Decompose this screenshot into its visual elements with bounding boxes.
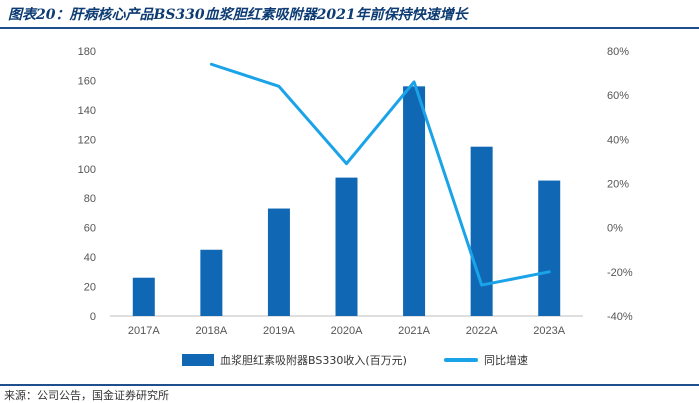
- growth-line: [209, 62, 551, 287]
- x-tick-label: 2022A: [466, 325, 498, 337]
- bar-2020A: [335, 177, 358, 316]
- y-left-tick-label: 40: [84, 252, 96, 264]
- bar-2023A: [538, 180, 561, 316]
- bar-2021A: [403, 86, 426, 316]
- bar-2017A: [132, 277, 155, 316]
- x-tick-label: 2020A: [331, 325, 363, 337]
- y-right-tick-label: 40%: [607, 134, 629, 146]
- x-tick-label: 2023A: [533, 325, 565, 337]
- y-left-tick-label: 160: [78, 75, 96, 87]
- x-tick-label: 2018A: [195, 325, 227, 337]
- title-divider: [0, 27, 699, 29]
- y-left-tick-label: 120: [78, 134, 96, 146]
- y-right-tick-label: -40%: [607, 311, 633, 323]
- y-right-tick-label: 20%: [607, 179, 629, 191]
- y-left-tick-label: 0: [90, 311, 96, 323]
- bar-2019A: [267, 208, 290, 316]
- y-left-tick-label: 60: [84, 223, 96, 235]
- y-left-tick-label: 180: [78, 46, 96, 58]
- y-left-tick-label: 20: [84, 282, 96, 294]
- line-group: [209, 62, 551, 287]
- legend: 血浆胆红素吸附器BS330收入(百万元) 同比增速: [182, 353, 528, 367]
- y-right-tick-label: 0%: [607, 223, 623, 235]
- legend-bar-label: 血浆胆红素吸附器BS330收入(百万元): [220, 353, 407, 367]
- x-tick-label: 2019A: [263, 325, 295, 337]
- bar-2022A: [470, 146, 493, 316]
- y-right-tick-label: 60%: [607, 90, 629, 102]
- x-tick-label: 2017A: [128, 325, 160, 337]
- x-tick-label: 2021A: [398, 325, 430, 337]
- chart-title: 图表20：肝病核心产品BS330血浆胆红素吸附器2021年前保持快速增长: [8, 7, 468, 23]
- y-left-tick-label: 80: [84, 193, 96, 205]
- y-left-tick-label: 140: [78, 105, 96, 117]
- axes: 0 20 40 60 80 100 120 140 160 180 -40% -20% 0% 20% 40%…: [78, 46, 633, 337]
- y-left-tick-label: 100: [78, 164, 96, 176]
- legend-line-label: 同比增速: [484, 353, 528, 367]
- source-note: 来源：公司公告，国金证券研究所: [4, 389, 169, 402]
- bars-group: [132, 86, 561, 316]
- bar-2018A: [200, 249, 223, 316]
- y-right-tick-label: 80%: [607, 46, 629, 58]
- source-divider: [0, 384, 699, 386]
- legend-bar-swatch: [182, 354, 214, 366]
- chart-svg: 0 20 40 60 80 100 120 140 160 180 -40% -20% 0% 20% 40%…: [78, 46, 633, 367]
- y-right-tick-label: -20%: [607, 267, 633, 279]
